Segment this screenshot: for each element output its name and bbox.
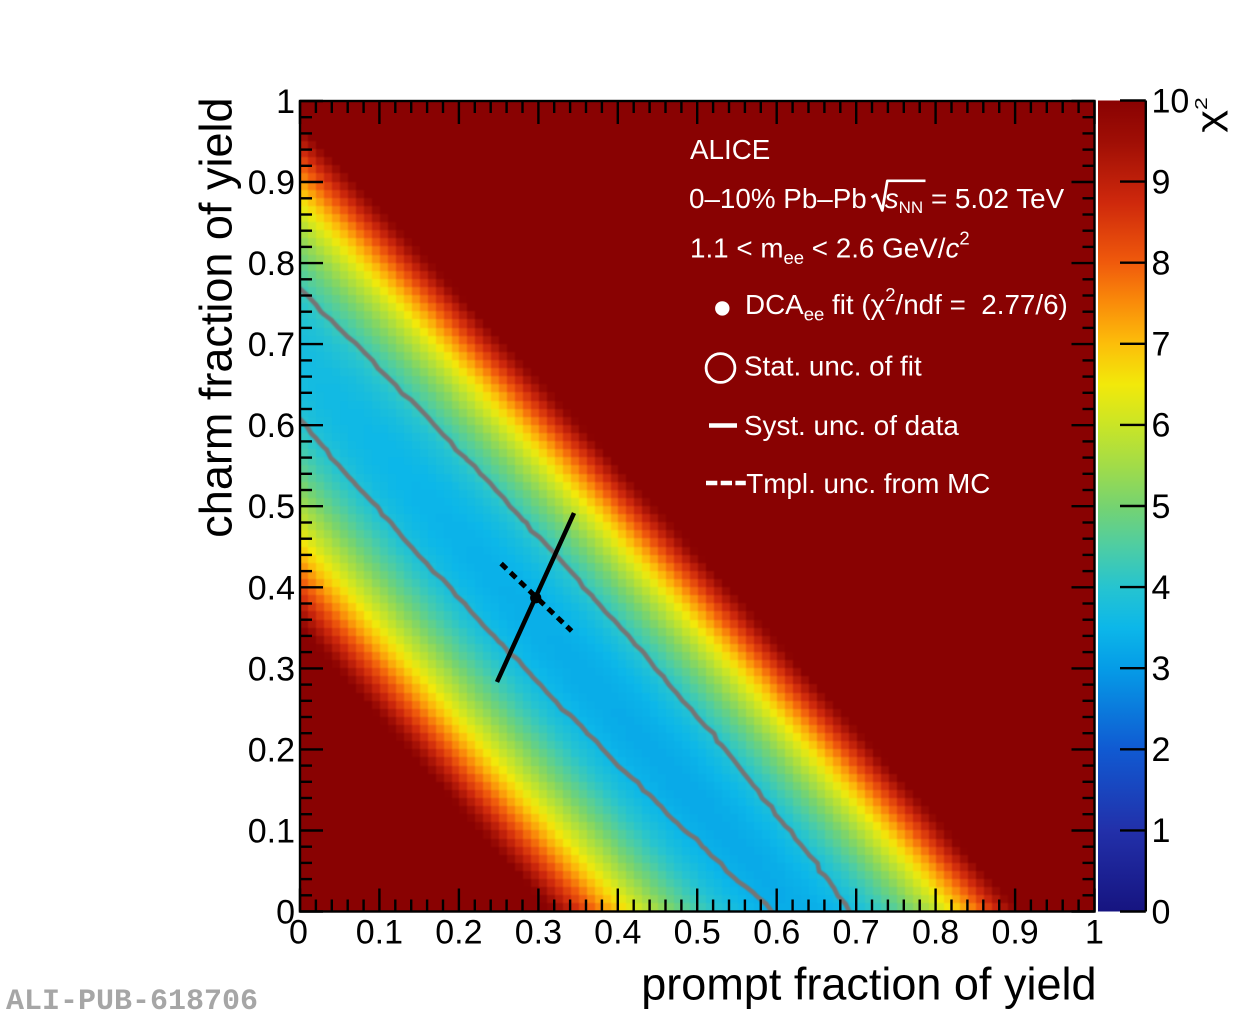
svg-text:0.2: 0.2: [248, 731, 295, 769]
svg-text:0.5: 0.5: [248, 488, 295, 526]
svg-text:Tmpl. unc. from MC: Tmpl. unc. from MC: [746, 468, 990, 499]
svg-text:3: 3: [1152, 650, 1171, 688]
svg-text:prompt fraction of yield: prompt fraction of yield: [641, 959, 1096, 1010]
svg-text:0.5: 0.5: [674, 914, 721, 952]
svg-text:0.9: 0.9: [248, 164, 295, 202]
svg-text:Stat. unc. of fit: Stat. unc. of fit: [744, 351, 922, 382]
svg-text:9: 9: [1152, 163, 1171, 201]
svg-text:1: 1: [276, 83, 295, 121]
svg-text:10: 10: [1152, 82, 1190, 120]
svg-text:1.1 < mee < 2.6 GeV/c2: 1.1 < mee < 2.6 GeV/c2: [690, 228, 970, 269]
svg-text:ALICE: ALICE: [690, 134, 770, 165]
svg-text:4: 4: [1152, 569, 1171, 607]
svg-text:8: 8: [1152, 245, 1171, 283]
svg-text:2: 2: [1152, 731, 1171, 769]
svg-text:charm fraction of yield: charm fraction of yield: [191, 98, 242, 538]
svg-text:χ2: χ2: [1191, 97, 1228, 133]
svg-text:0.1: 0.1: [248, 813, 295, 851]
svg-text:0.8: 0.8: [248, 245, 295, 283]
svg-text:0.9: 0.9: [991, 914, 1038, 952]
svg-text:0.3: 0.3: [248, 650, 295, 688]
svg-text:0.8: 0.8: [912, 914, 959, 952]
svg-text:ALI-PUB-618706: ALI-PUB-618706: [6, 985, 258, 1013]
svg-text:0.3: 0.3: [515, 914, 562, 952]
svg-text:DCAee fit (χ2/ndf = 2.77/6): DCAee fit (χ2/ndf = 2.77/6): [745, 284, 1068, 325]
svg-text:0.7: 0.7: [248, 326, 295, 364]
svg-text:0: 0: [289, 914, 308, 952]
svg-text:7: 7: [1152, 326, 1171, 364]
svg-text:5: 5: [1152, 488, 1171, 526]
svg-text:0.4: 0.4: [594, 914, 641, 952]
svg-text:0.2: 0.2: [435, 914, 482, 952]
svg-text:0: 0: [1152, 893, 1171, 931]
svg-text:0.4: 0.4: [248, 569, 295, 607]
svg-text:0: 0: [276, 894, 295, 932]
svg-text:1: 1: [1152, 812, 1171, 850]
svg-text:0.7: 0.7: [832, 914, 879, 952]
svg-text:0.6: 0.6: [753, 914, 800, 952]
svg-text:0.6: 0.6: [248, 407, 295, 445]
svg-text:6: 6: [1152, 407, 1171, 445]
svg-text:1: 1: [1085, 914, 1104, 952]
svg-text:0.1: 0.1: [356, 914, 403, 952]
svg-text:Syst. unc. of data: Syst. unc. of data: [744, 410, 959, 441]
